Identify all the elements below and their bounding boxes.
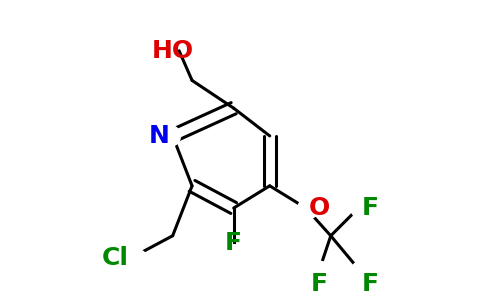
Text: O: O xyxy=(309,196,330,220)
Ellipse shape xyxy=(159,125,181,146)
Text: HO: HO xyxy=(151,39,194,63)
Text: Cl: Cl xyxy=(101,246,128,270)
Ellipse shape xyxy=(154,28,192,50)
Ellipse shape xyxy=(309,261,330,282)
Ellipse shape xyxy=(298,197,319,219)
Text: F: F xyxy=(361,272,378,296)
Ellipse shape xyxy=(109,248,147,268)
Text: F: F xyxy=(225,231,242,255)
Text: F: F xyxy=(311,272,328,296)
Ellipse shape xyxy=(223,244,244,266)
Ellipse shape xyxy=(351,197,372,219)
Text: F: F xyxy=(361,196,378,220)
Text: N: N xyxy=(149,124,170,148)
Ellipse shape xyxy=(351,261,372,282)
